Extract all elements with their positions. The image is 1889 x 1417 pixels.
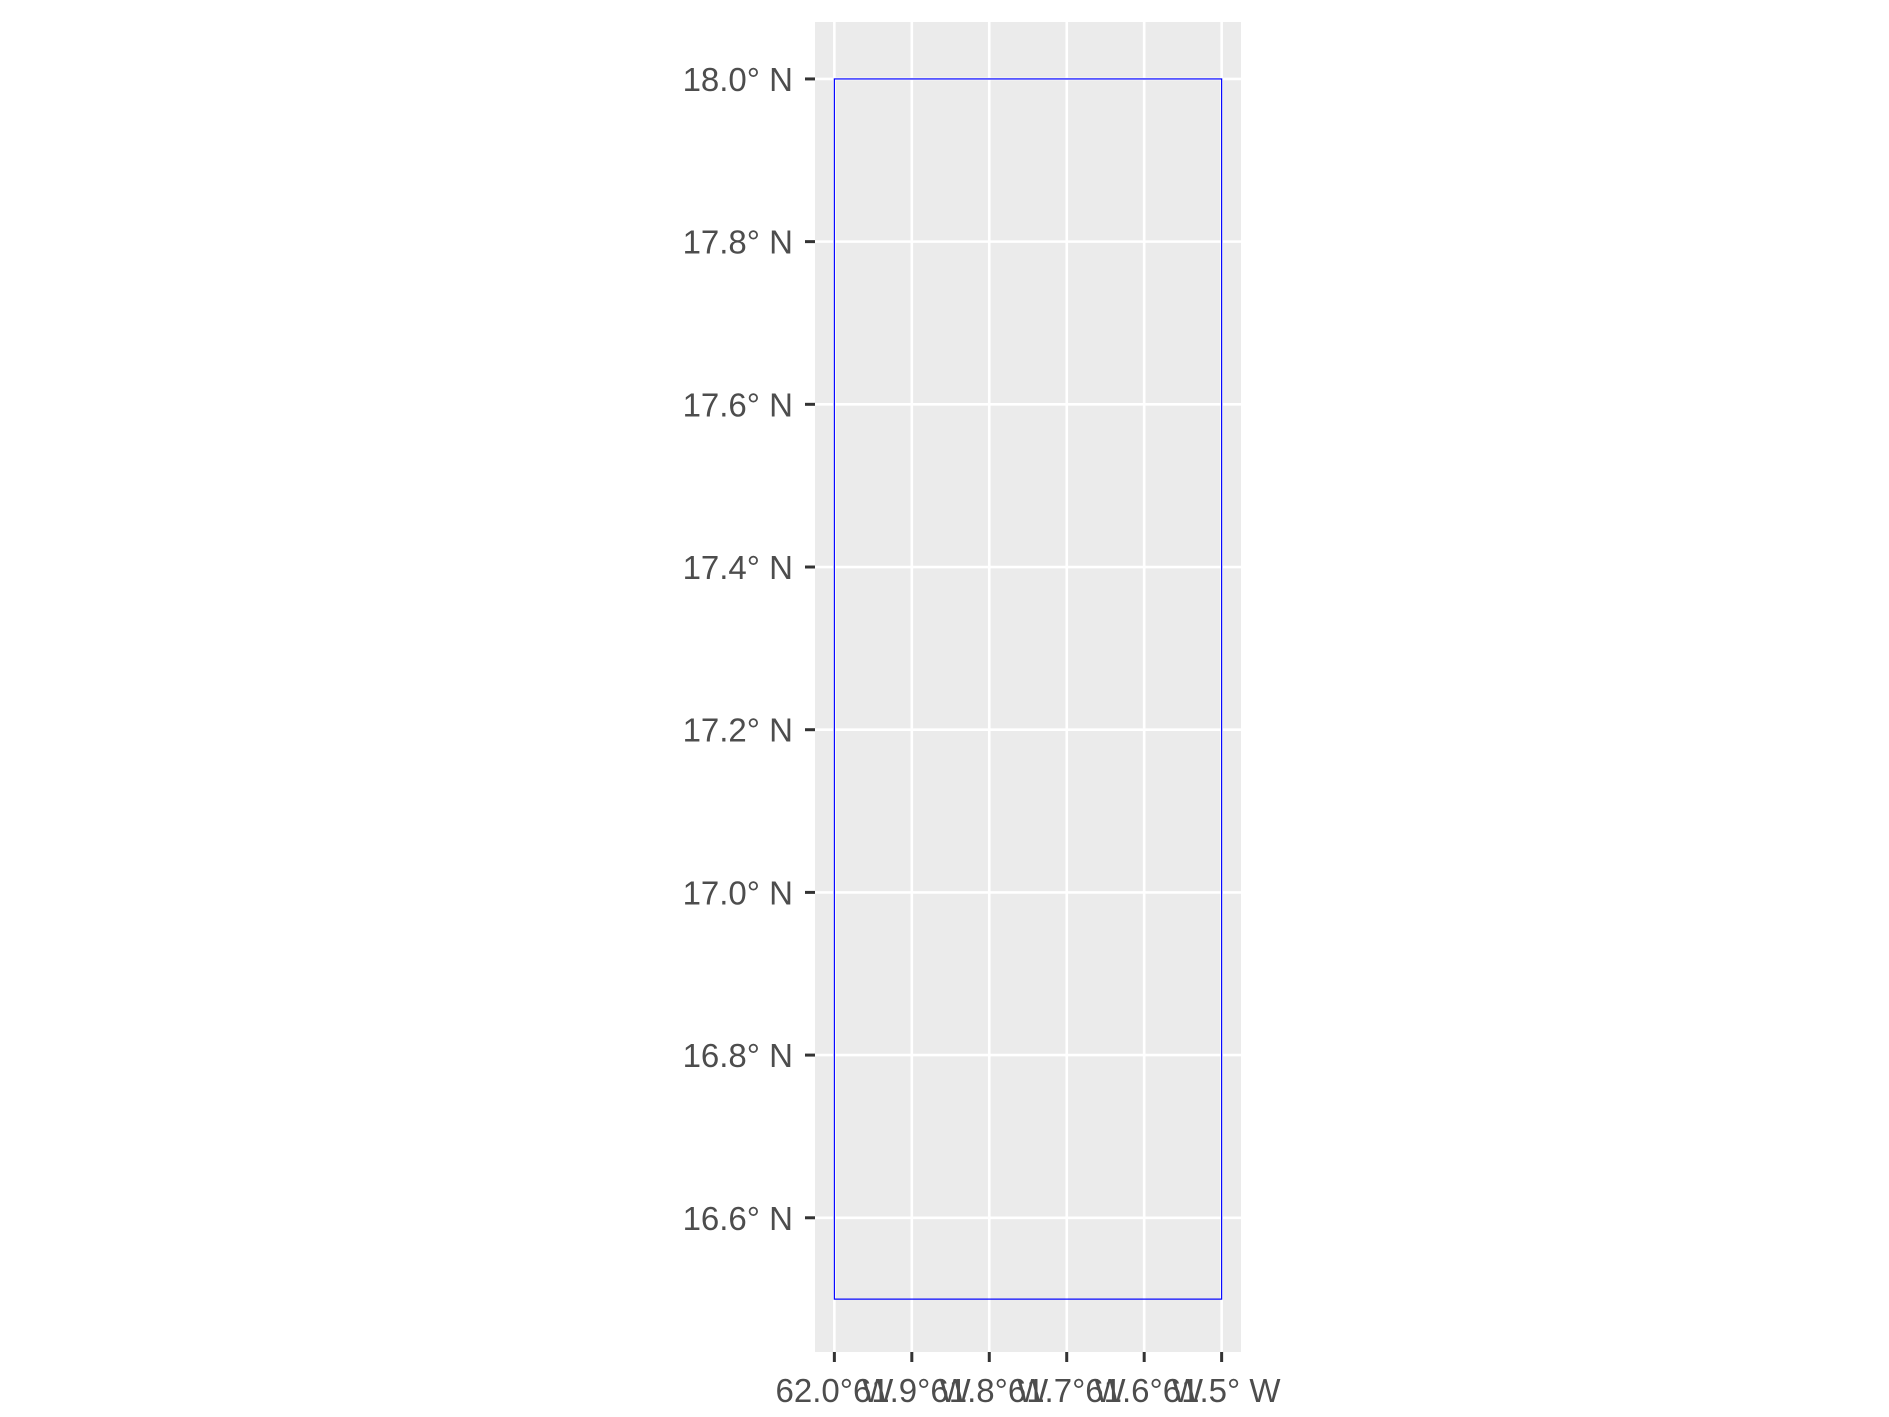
x-tick-label-4: 61.6° W (1085, 1372, 1204, 1409)
bbox-polygon (833, 78, 1223, 1300)
plot-panel (815, 22, 1241, 1352)
x-tick-label-1: 61.9° W (853, 1372, 972, 1409)
y-tick-label-5: 17.6° N (683, 386, 793, 423)
y-axis: 16.6° N 16.8° N 17.0° N 17.2° N 17.4° N 17.6°… (683, 61, 815, 1237)
x-tick-label-5: 61.5° W (1163, 1372, 1282, 1409)
x-tick-label-3: 61.7° W (1008, 1372, 1127, 1409)
y-tick-label-1: 16.8° N (683, 1037, 793, 1074)
x-axis: 62.0° W61.9° W61.8° W61.7° W61.6° W61.5°… (775, 1352, 1281, 1409)
y-tick-label-7: 18.0° N (683, 61, 793, 98)
y-tick-label-6: 17.8° N (683, 224, 793, 261)
y-tick-label-4: 17.4° N (683, 549, 793, 586)
y-tick-label-0: 16.6° N (683, 1200, 793, 1237)
x-tick-label-0: 62.0° W (775, 1372, 894, 1409)
x-tick-label-2: 61.8° W (930, 1372, 1049, 1409)
bbox-polygon-layer (833, 78, 1223, 1300)
y-tick-label-2: 17.0° N (683, 874, 793, 911)
y-tick-label-3: 17.2° N (683, 712, 793, 749)
